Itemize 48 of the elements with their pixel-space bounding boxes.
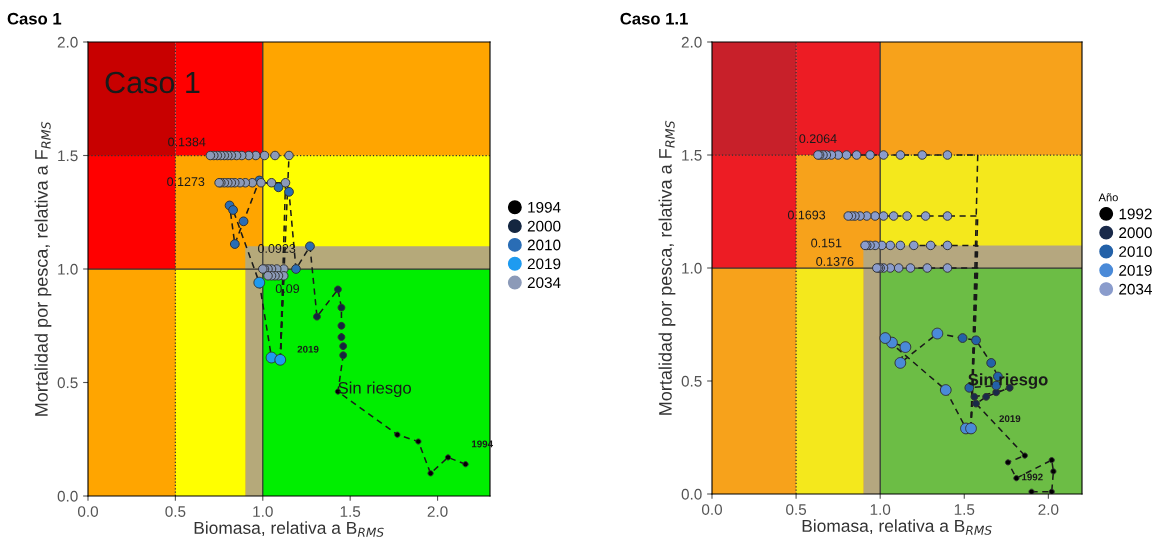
x-tick-label: 1.0 (870, 504, 891, 515)
y-axis-title: Mortalidad por pesca, relativa a F$_{RMS}$ (34, 121, 52, 416)
x-tick-label: 0.0 (701, 504, 723, 515)
annotation: Sin riesgo (338, 381, 411, 398)
chart-title: Caso 1.1 (620, 12, 688, 25)
legend-title: Año (1098, 193, 1118, 202)
annotation: Sin riesgo (968, 373, 1048, 389)
x-tick-label: 1.0 (253, 506, 273, 517)
legend-label: 1994 (528, 201, 561, 213)
x-axis-title: Biomasa, relativa a B$_{RMS}$ (802, 519, 992, 535)
y-tick-label: 0.0 (57, 490, 78, 502)
legend-label: 2000 (527, 220, 561, 232)
x-axis-title: Biomasa, relativa a B$_{RMS}$ (194, 521, 384, 537)
legend-label: 2034 (527, 277, 561, 289)
annotation: 0.09 (275, 284, 300, 294)
legend-label: 2010 (1119, 246, 1152, 257)
legend-label: 2000 (1119, 227, 1152, 239)
legend-label: 1992 (1119, 208, 1152, 220)
annotation: 1992 (1022, 473, 1043, 481)
annotation: 0.2064 (799, 134, 837, 144)
annotation: 0.151 (811, 238, 842, 248)
x-tick-label: 1.5 (954, 504, 975, 515)
annotation: 2019 (297, 345, 319, 353)
chart-title: Caso 1 (7, 12, 62, 25)
y-tick-label: 1.5 (682, 150, 702, 161)
annotation: 0.1384 (168, 137, 206, 147)
annotation: 2019 (999, 415, 1021, 423)
y-tick-label: 2.0 (681, 36, 702, 48)
y-tick-label: 0.0 (681, 488, 702, 500)
x-tick-label: 0.5 (786, 504, 807, 515)
legend-label: 2019 (1119, 264, 1152, 276)
y-tick-label: 0.5 (57, 377, 78, 389)
y-tick-label: 0.5 (681, 375, 702, 387)
annotation: 0.1376 (816, 257, 854, 266)
y-tick-label: 2.0 (57, 36, 78, 48)
annotation: Caso 1 (105, 71, 200, 94)
x-tick-label: 1.5 (340, 506, 361, 517)
x-tick-label: 0.0 (77, 506, 99, 517)
y-tick-label: 1.5 (58, 150, 78, 162)
y-tick-label: 1.0 (58, 263, 78, 275)
legend-label: 2034 (1119, 283, 1152, 295)
x-tick-label: 0.5 (165, 506, 186, 517)
y-tick-label: 1.0 (682, 262, 702, 274)
y-axis-title: Mortalidad por pesca, relativa a F$_{RMS}$ (658, 120, 676, 415)
legend-label: 2019 (527, 258, 561, 270)
x-tick-label: 2.0 (427, 506, 448, 517)
x-tick-label: 2.0 (1038, 504, 1059, 515)
legend-label: 2010 (527, 239, 561, 251)
